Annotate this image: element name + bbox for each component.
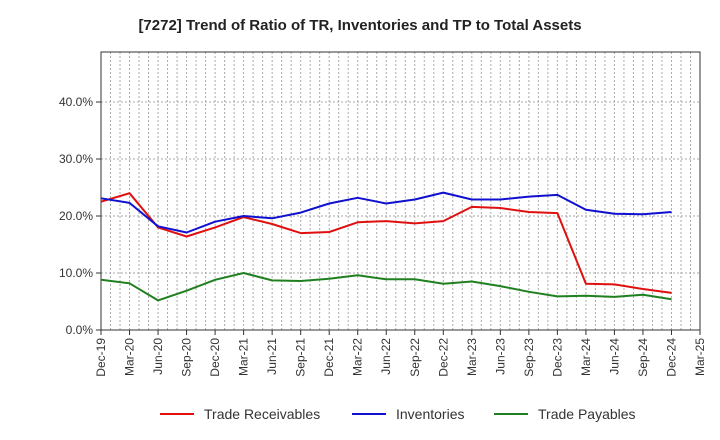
- series-line-trade-payables: [100, 272, 672, 302]
- x-tick-label: Mar-25: [693, 338, 707, 376]
- series-line-inventories: [100, 191, 672, 234]
- x-tick-label: Dec-22: [436, 338, 450, 377]
- x-tick-label: Mar-24: [579, 338, 593, 376]
- legend-label: Inventories: [396, 406, 464, 422]
- x-tick-label: Sep-20: [180, 338, 194, 377]
- legend: Trade Receivables Inventories Trade Payabl…: [160, 406, 636, 422]
- x-tick-label: Mar-22: [351, 338, 365, 376]
- x-tick-label: Sep-24: [636, 338, 650, 377]
- x-tick-label: Mar-21: [237, 338, 251, 376]
- y-tick-label: 30.0%: [59, 152, 93, 166]
- x-tick-label: Dec-21: [322, 338, 336, 377]
- chart-title: [7272] Trend of Ratio of TR, Inventories…: [138, 17, 581, 34]
- plot-frame: [100, 51, 701, 331]
- x-tick-label: Sep-21: [294, 338, 308, 377]
- x-tick-label: Dec-24: [664, 338, 678, 377]
- x-tick-label: Sep-23: [522, 338, 536, 377]
- y-tick-label: 40.0%: [59, 95, 93, 109]
- y-tick-label: 0.0%: [66, 323, 94, 337]
- y-axis: 0.0% 10.0% 20.0% 30.0% 40.0%: [59, 95, 101, 337]
- x-tick-label: Jun-20: [151, 338, 165, 375]
- x-tick-label: Dec-20: [208, 338, 222, 377]
- x-tick-label: Dec-23: [550, 338, 564, 377]
- x-tick-label: Mar-23: [465, 338, 479, 376]
- x-tick-label: Jun-23: [493, 338, 507, 375]
- x-tick-label: Jun-21: [265, 338, 279, 375]
- series-line-trade-receivables: [100, 192, 672, 294]
- legend-label: Trade Receivables: [204, 406, 320, 422]
- y-tick-label: 10.0%: [59, 266, 93, 280]
- x-tick-label: Jun-24: [607, 338, 621, 375]
- x-tick-label: Jun-22: [379, 338, 393, 375]
- x-tick-label: Mar-20: [123, 338, 137, 376]
- legend-label: Trade Payables: [538, 406, 636, 422]
- x-axis: Dec-19 Mar-20 Jun-20 Sep-20 Dec-20 Mar-21 Jun-…: [94, 330, 707, 377]
- x-tick-label: Dec-19: [94, 338, 108, 377]
- x-tick-label: Sep-22: [408, 338, 422, 377]
- series-lines: [100, 191, 672, 302]
- y-tick-label: 20.0%: [59, 209, 93, 223]
